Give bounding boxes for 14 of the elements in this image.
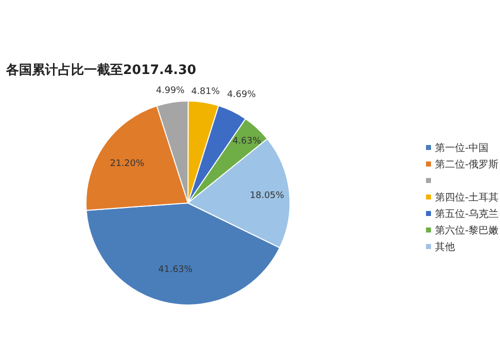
chart-title: 各国累计占比一截至2017.4.30 (5, 63, 196, 78)
data-label: 21.20% (110, 158, 145, 169)
data-label: 4.99% (156, 86, 186, 96)
data-label: 4.63% (232, 136, 262, 146)
legend-label: 第二位-俄罗斯 (435, 158, 499, 170)
data-label: 41.63% (158, 265, 194, 276)
data-label: 18.05% (250, 191, 285, 202)
legend-label: 第五位-乌克兰 (435, 208, 499, 220)
legend-label: 第六位-黎巴嫩 (435, 224, 499, 236)
data-label: 4.81% (191, 87, 220, 98)
legend-label: 第四位-土耳其 (435, 192, 499, 204)
legend-label: 其他 (435, 241, 455, 253)
legend-label: 第一位-中国 (435, 142, 489, 154)
data-label: 4.69% (227, 90, 256, 100)
